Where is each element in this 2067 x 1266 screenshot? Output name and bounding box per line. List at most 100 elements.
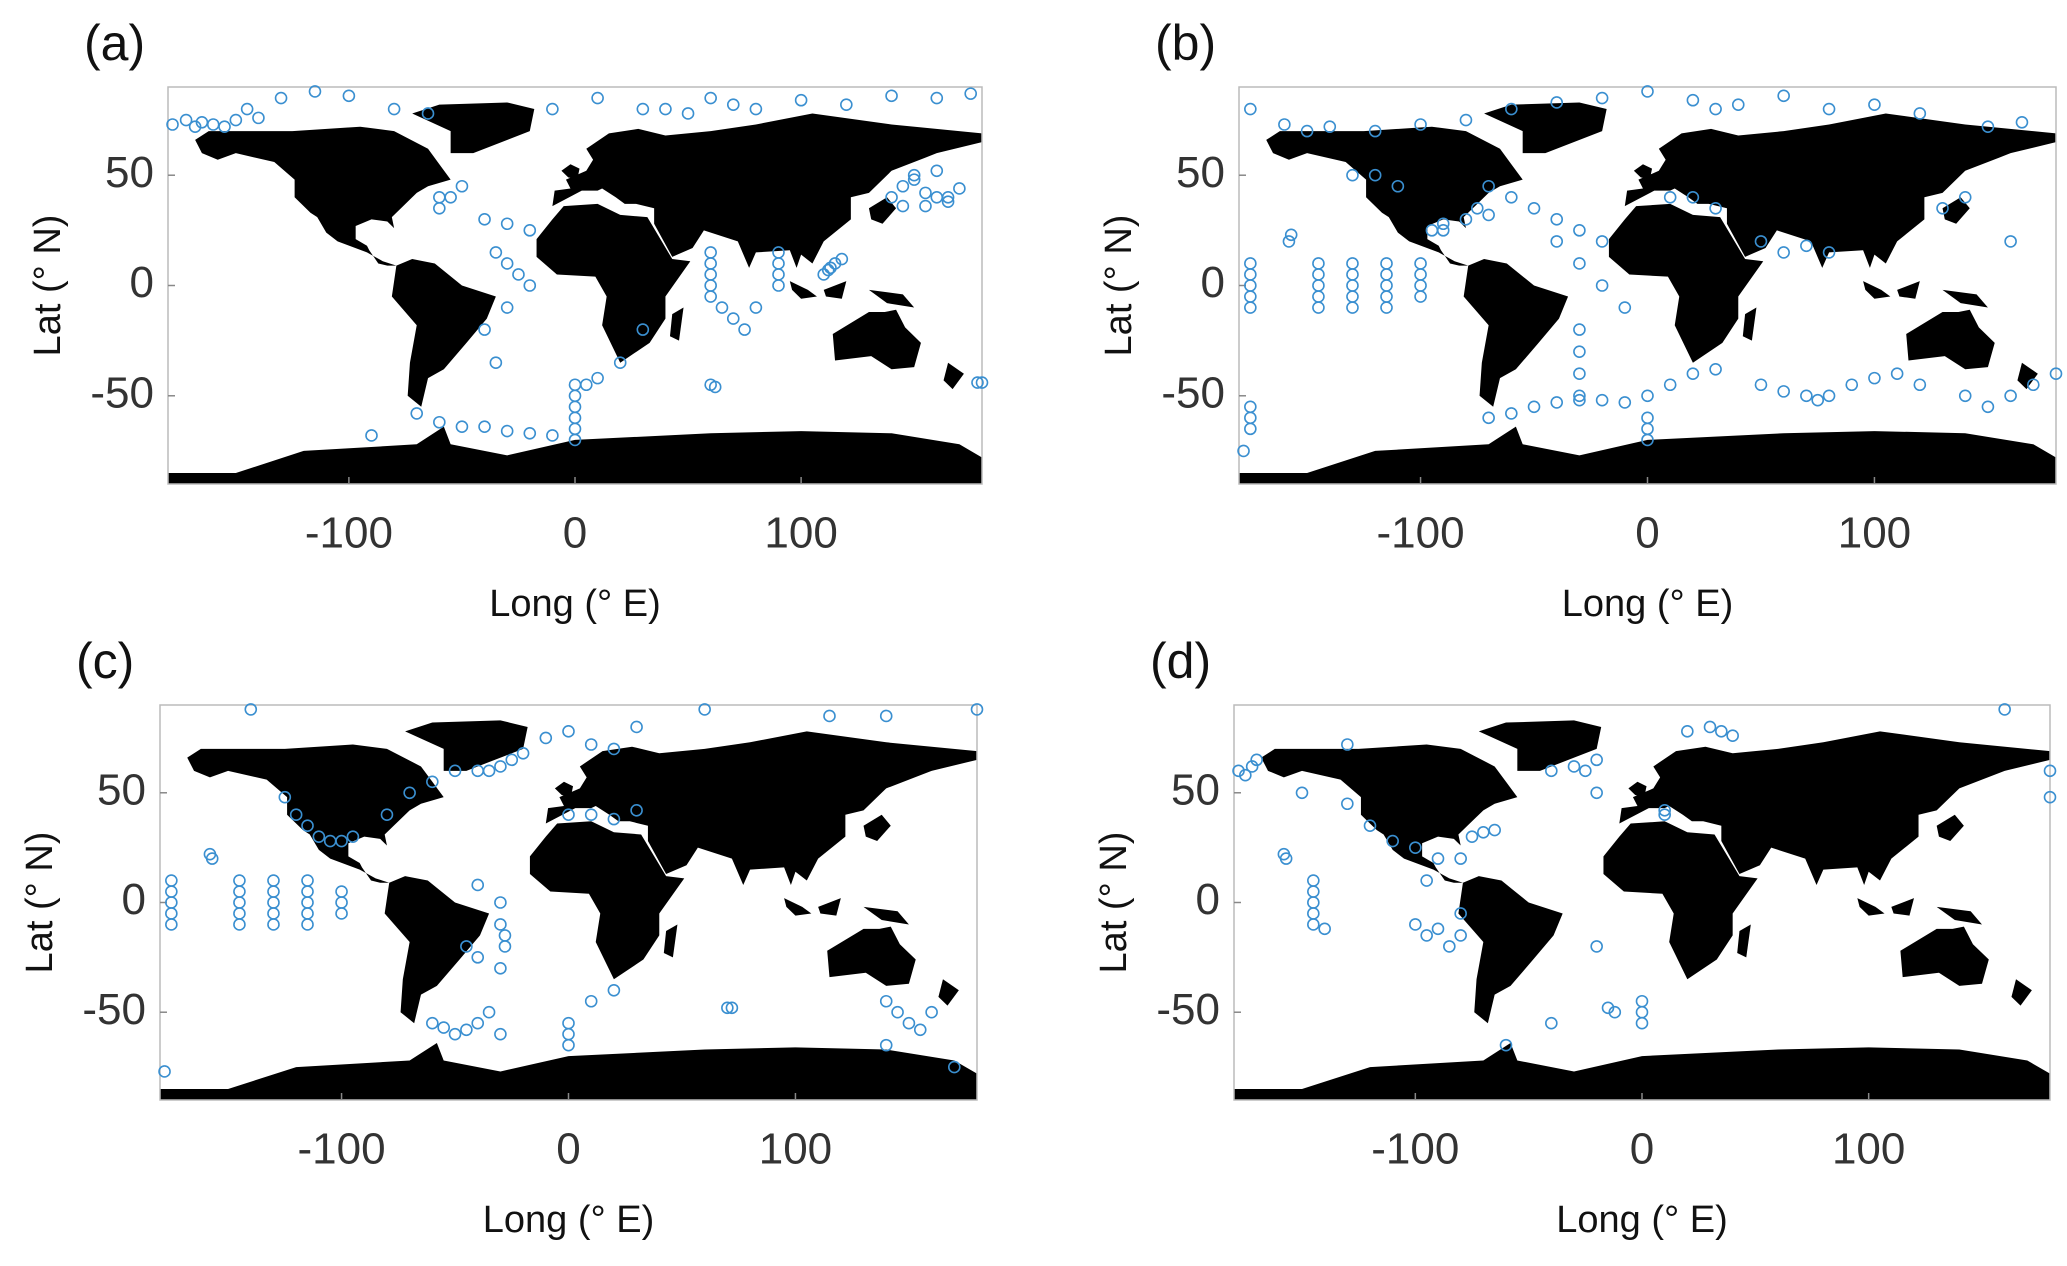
data-point — [1573, 367, 1586, 381]
panel: -50 0 50 -100 0 100 (c) Long (° E) Lat (° N) — [19, 633, 984, 1241]
data-point — [1822, 102, 1836, 116]
data-point — [1573, 345, 1586, 358]
y-tick-label: -50 — [82, 985, 146, 1034]
data-point — [1409, 841, 1422, 854]
y-tick-label: 0 — [130, 258, 154, 307]
data-point — [907, 173, 921, 186]
data-point — [1414, 290, 1427, 303]
data-point — [630, 720, 643, 734]
data-point — [907, 168, 921, 182]
data-point — [1409, 918, 1422, 931]
data-point — [708, 380, 722, 394]
data-point — [218, 120, 231, 133]
data-point — [568, 422, 582, 436]
y-tick-label: 50 — [97, 765, 146, 814]
x-tick-label: -100 — [305, 509, 393, 558]
data-point — [1363, 819, 1377, 832]
data-point — [1414, 257, 1427, 270]
data-point — [1368, 168, 1382, 182]
data-point — [817, 268, 831, 281]
data-point — [500, 217, 514, 231]
data-point — [1550, 96, 1564, 109]
data-point — [562, 1027, 575, 1041]
y-axis-label: Lat (° N) — [1093, 832, 1135, 974]
data-point — [1800, 389, 1813, 403]
data-point — [500, 301, 514, 314]
data-point — [335, 907, 348, 920]
data-point — [1278, 118, 1291, 131]
data-point — [1777, 246, 1790, 259]
data-point — [165, 874, 178, 887]
data-point — [2043, 790, 2057, 804]
data-point — [1573, 389, 1586, 403]
data-point — [749, 102, 763, 116]
data-point — [636, 102, 650, 116]
data-point — [1958, 190, 1972, 204]
data-point — [1800, 239, 1813, 253]
data-point — [970, 703, 984, 716]
x-tick-label: 100 — [764, 509, 837, 558]
data-point — [274, 91, 288, 105]
data-point — [580, 378, 593, 392]
data-point — [1868, 371, 1881, 385]
data-point — [1658, 808, 1671, 822]
data-point — [1703, 720, 1717, 734]
data-point — [1312, 257, 1325, 270]
data-point — [885, 89, 898, 103]
data-point — [433, 190, 446, 204]
data-point — [1482, 411, 1495, 425]
data-point — [1681, 725, 1694, 738]
y-tick-label: 0 — [1201, 258, 1225, 307]
data-point — [346, 830, 360, 843]
data-point — [879, 994, 893, 1008]
land-map — [1239, 102, 2056, 484]
data-point — [460, 940, 473, 953]
data-point — [772, 268, 785, 281]
data-point — [613, 356, 627, 369]
data-point — [721, 1001, 734, 1015]
data-point — [1545, 1016, 1558, 1030]
data-point — [233, 907, 246, 920]
data-point — [1754, 235, 1768, 248]
data-point — [948, 1060, 961, 1074]
data-point — [738, 323, 751, 336]
data-point — [308, 85, 322, 98]
data-point — [919, 199, 932, 213]
data-point — [1550, 213, 1564, 226]
data-point — [267, 896, 280, 909]
data-point — [726, 312, 740, 325]
data-point — [1420, 874, 1433, 887]
data-point — [1244, 102, 1257, 116]
data-point — [471, 878, 485, 892]
data-point — [421, 107, 435, 120]
data-point — [1635, 1005, 1649, 1019]
data-point — [1550, 235, 1564, 248]
data-point — [704, 257, 717, 270]
data-point — [930, 190, 944, 204]
data-point — [546, 102, 559, 116]
x-tick-label: 100 — [759, 1125, 832, 1174]
data-point — [1482, 208, 1495, 222]
data-point — [1454, 929, 1467, 942]
x-tick-label: -100 — [1371, 1125, 1459, 1174]
data-point — [1845, 378, 1859, 392]
data-point — [1459, 113, 1473, 127]
panel: -50 0 50 -100 0 100 (a) Long (° E) Lat (° N) — [27, 15, 989, 625]
data-point — [494, 1027, 507, 1041]
data-point — [403, 786, 416, 800]
data-point — [930, 164, 944, 178]
data-point — [158, 1065, 171, 1078]
data-point — [1595, 235, 1609, 248]
data-point — [1244, 301, 1257, 314]
data-point — [546, 429, 559, 442]
data-point — [267, 874, 280, 887]
data-point — [494, 896, 507, 909]
land-map — [1234, 720, 2050, 1100]
data-point — [267, 907, 280, 920]
data-point — [312, 830, 326, 843]
data-point — [1443, 940, 1456, 953]
data-point — [512, 268, 525, 281]
data-point — [1641, 85, 1654, 98]
data-point — [240, 102, 254, 116]
data-point — [704, 279, 717, 292]
